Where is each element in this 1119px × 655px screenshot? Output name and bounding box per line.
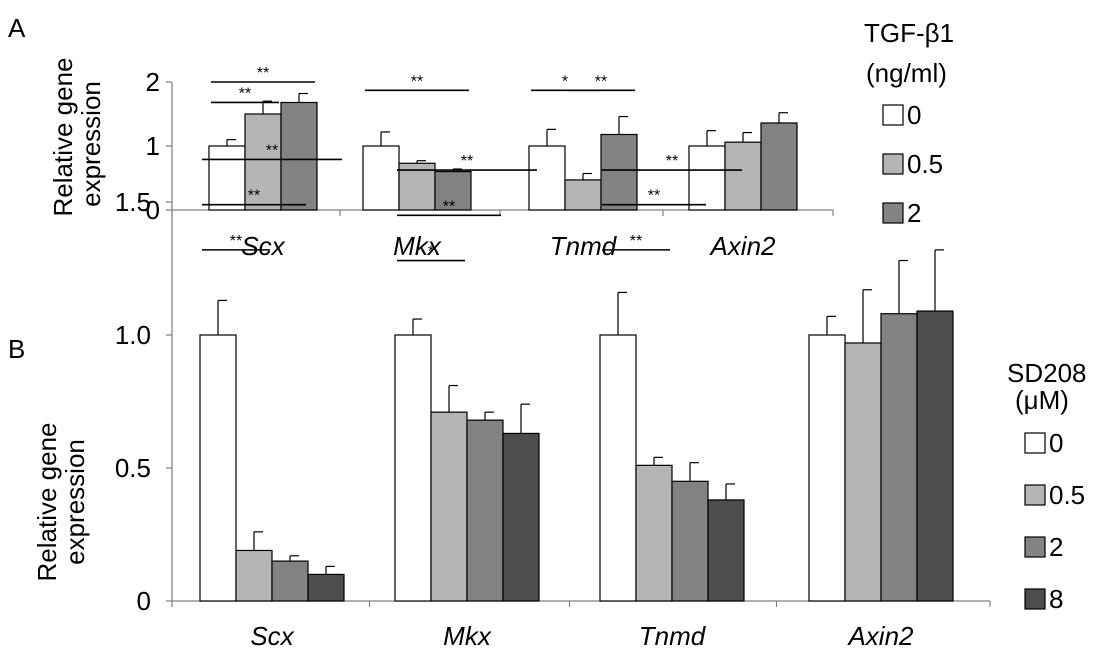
significance-label: ** bbox=[266, 142, 278, 159]
legend-label: 2 bbox=[1049, 532, 1063, 562]
bar bbox=[398, 162, 436, 211]
panel-a: A Relative gene expression TGF-β1 (ng/ml… bbox=[8, 13, 954, 217]
panel-b-legend-title-line2: (μM) bbox=[1015, 385, 1069, 415]
panel-b: B Relative gene expression SD208 (μM) bbox=[8, 334, 1087, 582]
significance-label: ** bbox=[257, 65, 269, 82]
legend-label: 0 bbox=[907, 100, 921, 130]
panel-b-label: B bbox=[8, 334, 25, 364]
legend-swatch bbox=[882, 153, 904, 175]
bar bbox=[844, 342, 882, 602]
legend-swatch bbox=[882, 104, 904, 126]
significance-label: ** bbox=[595, 73, 607, 90]
bar bbox=[280, 101, 318, 211]
bar bbox=[307, 573, 345, 602]
legend-label: 2 bbox=[907, 198, 921, 228]
bar bbox=[466, 419, 504, 602]
significance-label: ** bbox=[411, 73, 423, 90]
category-label: Mkx bbox=[393, 231, 442, 261]
category-label: Scx bbox=[241, 231, 285, 261]
category-label: Tnmd bbox=[550, 231, 618, 261]
bar bbox=[707, 499, 745, 602]
bar bbox=[880, 313, 918, 602]
category-label: Axin2 bbox=[708, 231, 776, 261]
category-label: Tnmd bbox=[639, 621, 707, 651]
bar bbox=[271, 560, 309, 602]
y-tick-label: 1.5 bbox=[115, 187, 151, 217]
significance-label: ** bbox=[239, 85, 251, 102]
panel-a-legend-title-line1: TGF-β1 bbox=[864, 18, 954, 48]
bar bbox=[916, 310, 954, 602]
panel-a-legend-title-line2: (ng/ml) bbox=[866, 58, 947, 88]
y-tick-label: 0.5 bbox=[115, 453, 151, 483]
panel-b-legend-title-line1: SD208 bbox=[1007, 358, 1087, 388]
bar bbox=[502, 432, 540, 602]
bar bbox=[528, 145, 566, 211]
panel-b-ylabel-line1: Relative gene bbox=[32, 423, 62, 582]
panel-a-ylabel-line1: Relative gene bbox=[48, 58, 78, 217]
bar bbox=[208, 145, 246, 211]
significance-label: ** bbox=[248, 188, 260, 205]
y-tick-label: 2 bbox=[146, 67, 160, 97]
bar bbox=[199, 334, 237, 602]
bar bbox=[760, 122, 798, 211]
significance-label: * bbox=[562, 73, 568, 90]
bar bbox=[671, 480, 709, 602]
legend-swatch bbox=[882, 202, 904, 224]
bar bbox=[600, 133, 638, 211]
legend-swatch bbox=[1024, 432, 1046, 454]
y-tick-label: 1.0 bbox=[115, 320, 151, 350]
legend-label: 0.5 bbox=[907, 149, 943, 179]
legend-swatch bbox=[1024, 536, 1046, 558]
significance-label: ** bbox=[630, 233, 642, 250]
panel-a-label: A bbox=[8, 13, 26, 43]
significance-label: ** bbox=[666, 153, 678, 170]
legend-label: 0.5 bbox=[1049, 480, 1085, 510]
category-label: Mkx bbox=[443, 621, 492, 651]
panel-b-ylabel-line2: expression bbox=[60, 439, 90, 565]
bar bbox=[599, 334, 637, 602]
category-label: Axin2 bbox=[846, 621, 914, 651]
y-tick-label: 1 bbox=[146, 131, 160, 161]
significance-label: ** bbox=[230, 233, 242, 250]
y-tick-label: 0 bbox=[137, 586, 151, 616]
bar bbox=[808, 334, 846, 602]
significance-label: ** bbox=[443, 198, 455, 215]
legend-swatch bbox=[1024, 484, 1046, 506]
bar bbox=[235, 549, 273, 602]
bar bbox=[434, 171, 472, 211]
category-label: Scx bbox=[250, 621, 294, 651]
y-tick-label: 0 bbox=[146, 195, 160, 225]
bar bbox=[724, 141, 762, 211]
bar bbox=[362, 145, 400, 211]
legend-label: 8 bbox=[1049, 584, 1063, 614]
bar bbox=[635, 464, 673, 602]
legend-label: 0 bbox=[1049, 428, 1063, 458]
bar bbox=[564, 179, 602, 211]
panel-a-ylabel-line2: expression bbox=[76, 81, 106, 207]
significance-label: ** bbox=[461, 153, 473, 170]
bar bbox=[688, 145, 726, 211]
bar bbox=[394, 334, 432, 602]
bar bbox=[430, 411, 468, 602]
significance-label: ** bbox=[648, 188, 660, 205]
legend-swatch bbox=[1024, 588, 1046, 610]
significance-label: * bbox=[428, 244, 434, 261]
